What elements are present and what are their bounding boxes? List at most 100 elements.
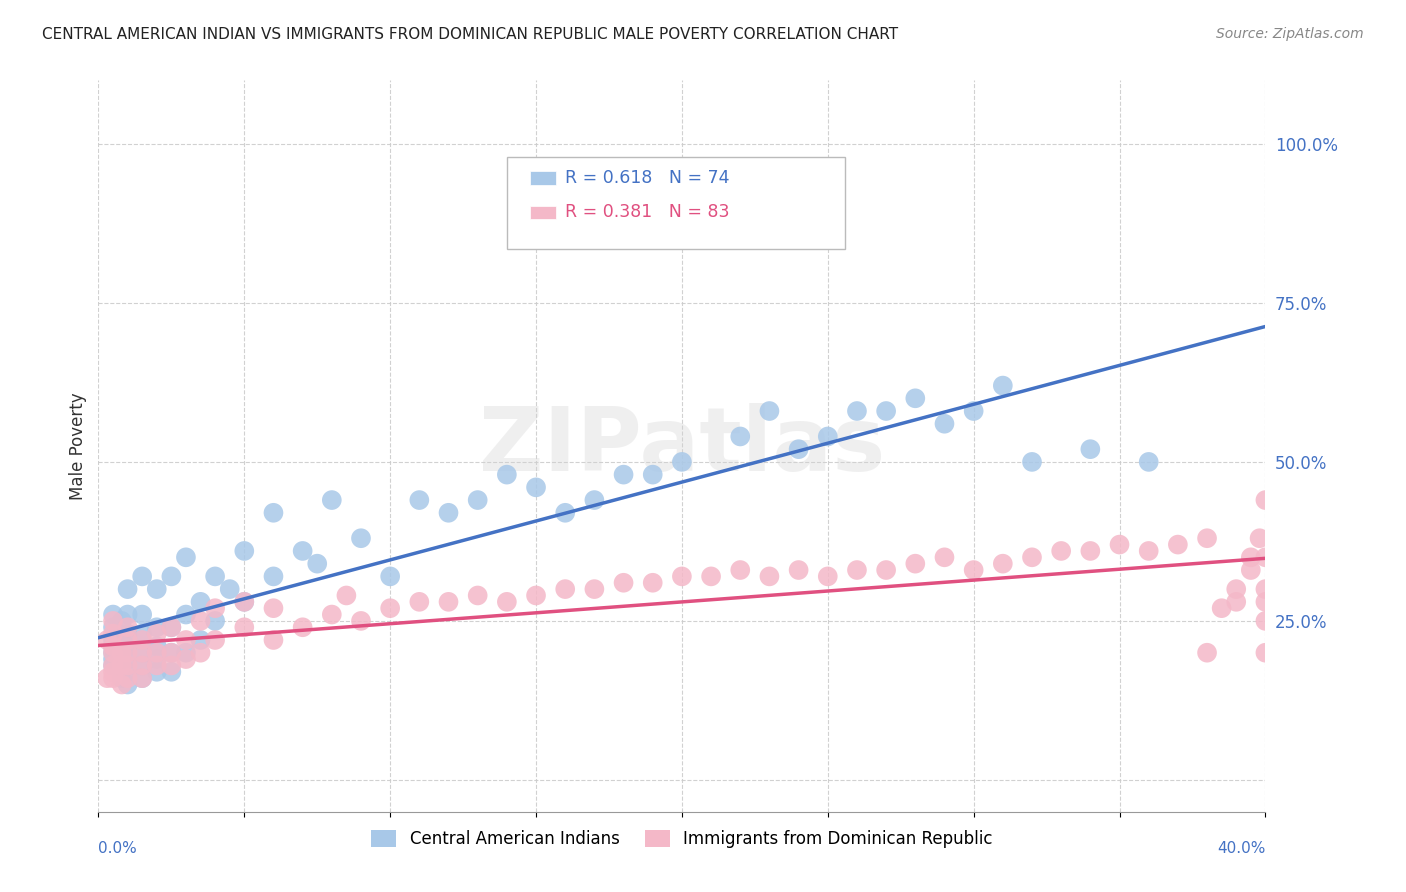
Point bbox=[117, 665, 139, 679]
Point bbox=[991, 378, 1014, 392]
Point bbox=[730, 429, 752, 443]
Point bbox=[641, 467, 664, 482]
Point bbox=[117, 646, 139, 660]
Point bbox=[131, 569, 153, 583]
Point bbox=[233, 595, 256, 609]
Point bbox=[671, 569, 693, 583]
Point bbox=[467, 493, 489, 508]
Point bbox=[1197, 646, 1219, 660]
Point bbox=[117, 677, 139, 691]
Point bbox=[554, 582, 576, 596]
Point bbox=[131, 671, 153, 685]
Legend: Central American Indians, Immigrants from Dominican Republic: Central American Indians, Immigrants fro… bbox=[364, 823, 1000, 855]
Point bbox=[934, 417, 956, 431]
Point bbox=[117, 626, 139, 640]
Point bbox=[96, 632, 118, 647]
Point bbox=[101, 632, 124, 647]
Point bbox=[787, 563, 810, 577]
Point bbox=[101, 614, 124, 628]
Point bbox=[1021, 550, 1043, 565]
Point bbox=[146, 626, 169, 640]
Point bbox=[291, 620, 314, 634]
Point bbox=[321, 607, 343, 622]
Text: CENTRAL AMERICAN INDIAN VS IMMIGRANTS FROM DOMINICAN REPUBLIC MALE POVERTY CORRE: CENTRAL AMERICAN INDIAN VS IMMIGRANTS FR… bbox=[42, 27, 898, 42]
Point bbox=[671, 455, 693, 469]
Point bbox=[160, 665, 183, 679]
Point bbox=[101, 640, 124, 654]
Point bbox=[131, 646, 153, 660]
Point bbox=[1254, 646, 1277, 660]
Point bbox=[174, 652, 197, 666]
Point bbox=[146, 620, 169, 634]
Point bbox=[1254, 550, 1277, 565]
Point bbox=[263, 506, 285, 520]
Point bbox=[904, 557, 927, 571]
Point bbox=[1080, 544, 1102, 558]
Point bbox=[1080, 442, 1102, 457]
Point bbox=[160, 646, 183, 660]
Point bbox=[101, 646, 124, 660]
Point bbox=[904, 392, 927, 406]
Point bbox=[380, 569, 402, 583]
Point bbox=[758, 569, 780, 583]
Y-axis label: Male Poverty: Male Poverty bbox=[69, 392, 87, 500]
Point bbox=[204, 632, 226, 647]
Point bbox=[117, 652, 139, 666]
Point bbox=[291, 544, 314, 558]
Point bbox=[1225, 582, 1247, 596]
Point bbox=[613, 467, 636, 482]
Point bbox=[111, 658, 134, 673]
Point bbox=[190, 614, 212, 628]
Point bbox=[204, 569, 226, 583]
Text: Source: ZipAtlas.com: Source: ZipAtlas.com bbox=[1216, 27, 1364, 41]
Point bbox=[1137, 544, 1160, 558]
Point bbox=[846, 404, 869, 418]
Point bbox=[117, 632, 139, 647]
Point bbox=[131, 607, 153, 622]
Point bbox=[730, 563, 752, 577]
Point bbox=[524, 480, 547, 494]
Point bbox=[934, 550, 956, 565]
Point bbox=[437, 595, 460, 609]
Point bbox=[101, 640, 124, 654]
Point bbox=[160, 569, 183, 583]
Point bbox=[846, 563, 869, 577]
Point bbox=[111, 632, 134, 647]
Point bbox=[101, 658, 124, 673]
Point bbox=[583, 493, 606, 508]
Point bbox=[233, 544, 256, 558]
Point bbox=[408, 493, 430, 508]
Point bbox=[131, 646, 153, 660]
Point bbox=[1167, 538, 1189, 552]
Point bbox=[190, 646, 212, 660]
Point bbox=[1240, 563, 1263, 577]
Point bbox=[1137, 455, 1160, 469]
Point bbox=[117, 640, 139, 654]
Point bbox=[962, 404, 984, 418]
Point bbox=[1050, 544, 1073, 558]
Point bbox=[524, 589, 547, 603]
Point bbox=[1197, 531, 1219, 545]
Point bbox=[111, 677, 134, 691]
Point bbox=[111, 671, 134, 685]
Point bbox=[1254, 595, 1277, 609]
Point bbox=[146, 640, 169, 654]
FancyBboxPatch shape bbox=[530, 205, 555, 219]
Text: R = 0.618   N = 74: R = 0.618 N = 74 bbox=[565, 169, 730, 187]
Point bbox=[321, 493, 343, 508]
Point bbox=[263, 601, 285, 615]
Point bbox=[101, 626, 124, 640]
Point bbox=[307, 557, 329, 571]
Point bbox=[817, 569, 839, 583]
Point bbox=[1240, 550, 1263, 565]
Point bbox=[408, 595, 430, 609]
Text: 0.0%: 0.0% bbox=[98, 841, 138, 856]
Point bbox=[1108, 538, 1130, 552]
Point bbox=[131, 658, 153, 673]
Point bbox=[350, 614, 373, 628]
Point bbox=[380, 601, 402, 615]
Text: R = 0.381   N = 83: R = 0.381 N = 83 bbox=[565, 203, 730, 221]
Point bbox=[131, 658, 153, 673]
Point bbox=[1225, 595, 1247, 609]
Point bbox=[131, 632, 153, 647]
